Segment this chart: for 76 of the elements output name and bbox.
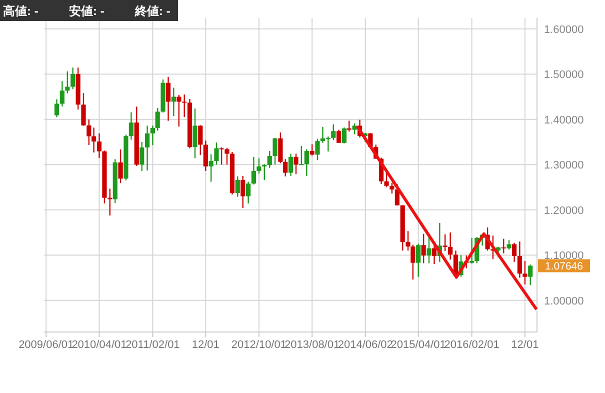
candlestick bbox=[54, 98, 60, 118]
candlestick bbox=[144, 125, 150, 172]
candlestick bbox=[410, 244, 416, 280]
candlestick bbox=[235, 176, 240, 198]
candlestick bbox=[171, 87, 176, 117]
candlestick bbox=[246, 181, 251, 204]
candlestick bbox=[81, 92, 86, 126]
candlestick bbox=[442, 234, 448, 252]
x-tick-label: 2016/02/01 bbox=[444, 339, 500, 351]
candlestick bbox=[92, 126, 96, 154]
y-tick-label: 1.40000 bbox=[544, 114, 584, 126]
x-tick-label: 2014/06/02 bbox=[338, 339, 393, 351]
candlestick bbox=[176, 94, 182, 128]
candlestick bbox=[208, 154, 214, 182]
candlestick bbox=[512, 242, 517, 262]
x-tick-label: 2012/10/01 bbox=[231, 339, 286, 351]
candlestick bbox=[416, 243, 421, 278]
x-tick-label: 12/01 bbox=[511, 339, 539, 351]
candlestick bbox=[150, 124, 155, 146]
candlestick bbox=[60, 80, 64, 107]
candlestick bbox=[288, 153, 294, 177]
candlestick bbox=[192, 108, 198, 159]
x-tick-label: 2010/04/01 bbox=[72, 339, 127, 351]
candlestick bbox=[198, 124, 203, 156]
candlestick bbox=[262, 164, 267, 181]
y-tick-label: 1.50000 bbox=[544, 69, 584, 82]
candlestick bbox=[346, 120, 352, 132]
annotation: 1.07646 bbox=[545, 260, 584, 273]
candlestick bbox=[251, 156, 256, 186]
candlestick bbox=[432, 244, 437, 265]
candlestick bbox=[86, 118, 92, 146]
candlestick bbox=[299, 145, 304, 166]
candlestick bbox=[352, 122, 357, 135]
candlestick bbox=[506, 240, 512, 250]
candlestick bbox=[214, 142, 219, 166]
candlestick bbox=[182, 94, 187, 118]
x-tick-label: 2013/08/01 bbox=[284, 339, 340, 351]
candlestick bbox=[166, 76, 171, 122]
text: 安値: - bbox=[69, 4, 104, 18]
candlestick bbox=[267, 150, 272, 168]
candlestick bbox=[342, 126, 347, 144]
candlestick bbox=[522, 260, 528, 286]
candlestick bbox=[155, 107, 160, 132]
candlestick bbox=[517, 240, 522, 278]
candlestick bbox=[421, 233, 426, 264]
candlestick bbox=[203, 140, 208, 172]
candlestick bbox=[96, 132, 102, 159]
x-tick-label: 2011/02/01 bbox=[126, 339, 180, 351]
candlestick bbox=[501, 238, 506, 254]
candlestick bbox=[390, 182, 394, 194]
candlestick bbox=[272, 137, 278, 166]
candlestick bbox=[70, 66, 76, 90]
candlestick bbox=[336, 129, 342, 144]
x-tick-label: 2009/06/01 bbox=[18, 339, 74, 351]
candlestick bbox=[294, 153, 298, 175]
y-tick-label: 1.20000 bbox=[544, 204, 584, 217]
x-tick-label: 2015/04/01 bbox=[390, 339, 446, 351]
candlestick bbox=[331, 124, 336, 141]
candlestick bbox=[304, 148, 309, 177]
candlestick bbox=[470, 237, 474, 264]
candlestick bbox=[256, 158, 262, 174]
x-tick-label: 12/01 bbox=[192, 339, 220, 351]
candlestick bbox=[310, 144, 314, 156]
text: 終値: - bbox=[134, 4, 170, 18]
y-tick-label: 1.30000 bbox=[544, 160, 584, 172]
candlestick bbox=[315, 138, 320, 161]
candlestick bbox=[528, 264, 533, 286]
y-tick-label: 1.00000 bbox=[544, 295, 584, 308]
candlestick bbox=[118, 148, 123, 184]
candlestick bbox=[406, 230, 410, 252]
candlestick bbox=[240, 175, 246, 209]
text: 高値: - bbox=[3, 4, 38, 18]
candlestick bbox=[448, 232, 453, 260]
y-tick-label: 1.60000 bbox=[544, 24, 584, 36]
candlestick bbox=[140, 141, 144, 172]
candlestick bbox=[128, 112, 134, 140]
